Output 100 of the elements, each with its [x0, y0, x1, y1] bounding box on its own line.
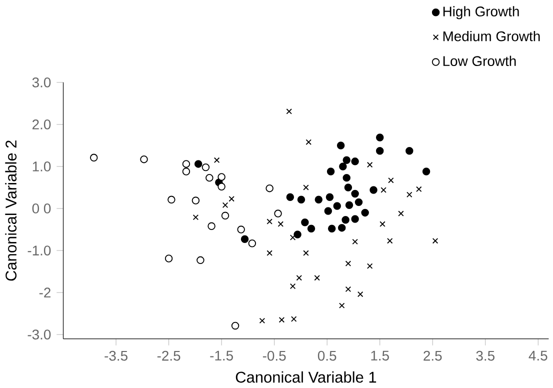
point	[345, 201, 354, 210]
point	[366, 162, 373, 168]
point	[345, 260, 352, 266]
point	[380, 187, 386, 193]
y-tick-label: -2	[39, 288, 50, 298]
point	[266, 250, 272, 256]
point	[182, 168, 190, 176]
point	[387, 238, 393, 244]
x-tick-label: 0.5	[318, 350, 336, 361]
point	[314, 275, 320, 281]
point	[286, 108, 292, 114]
point	[208, 222, 216, 230]
point	[202, 164, 210, 172]
point	[192, 196, 200, 204]
y-tick-label: -3.0	[28, 330, 51, 340]
point	[140, 156, 148, 164]
point	[90, 154, 98, 162]
x-tick-label: -1.5	[210, 350, 233, 361]
x-tick-label: -3.5	[104, 350, 128, 361]
point	[432, 238, 438, 244]
point	[192, 214, 199, 220]
point	[196, 256, 204, 264]
point	[342, 174, 350, 182]
point	[422, 168, 430, 176]
y-tick-label: 3.0	[32, 78, 51, 88]
point	[297, 196, 306, 204]
point	[228, 196, 234, 202]
point	[303, 250, 309, 256]
point	[222, 202, 228, 208]
x-tick-label: 1.5	[371, 350, 389, 361]
point	[306, 139, 312, 146]
x-tick-label: -0.5	[262, 350, 286, 361]
point	[221, 212, 230, 220]
point	[307, 224, 316, 233]
point	[274, 210, 282, 218]
point	[338, 224, 346, 232]
point	[182, 160, 190, 168]
point	[333, 202, 341, 210]
y-tick-label: 0 0	[32, 204, 51, 214]
point	[351, 158, 359, 166]
point	[338, 302, 345, 309]
point	[214, 157, 220, 164]
point	[345, 286, 352, 292]
point	[314, 196, 323, 204]
point	[398, 210, 404, 216]
point	[296, 275, 302, 281]
point	[354, 198, 363, 206]
point	[290, 234, 296, 240]
point	[406, 192, 412, 198]
point	[206, 174, 214, 182]
point	[357, 291, 364, 298]
point	[326, 193, 334, 202]
point	[376, 134, 384, 142]
y-tick-label: 2.0	[32, 120, 51, 130]
point	[168, 196, 176, 204]
point	[294, 230, 302, 238]
point	[240, 235, 249, 244]
point	[380, 221, 386, 227]
x-tick-label: 4.5	[528, 350, 548, 361]
y-tick-label: 1.0	[32, 162, 51, 172]
point	[351, 190, 359, 198]
legend-label: Medium Growth	[443, 31, 540, 42]
x-tick-label: -2.5	[157, 350, 180, 361]
x-tick-label: 3.5	[476, 350, 494, 361]
point	[164, 254, 173, 262]
point	[361, 208, 369, 217]
point	[351, 215, 359, 223]
x-tick-label: 2.5	[424, 350, 442, 361]
legend-label: High Growth	[443, 6, 519, 20]
legend-label: Low Growth	[443, 56, 516, 66]
point	[326, 168, 335, 176]
point	[416, 186, 422, 192]
point	[301, 218, 309, 226]
point	[344, 184, 352, 192]
point	[286, 193, 294, 202]
x-axis-title: Canonical Variable 1	[236, 371, 376, 383]
point	[231, 322, 240, 330]
point	[259, 318, 266, 324]
point	[339, 162, 347, 170]
point	[290, 316, 297, 322]
point	[248, 240, 256, 248]
point	[342, 216, 350, 224]
point	[237, 226, 245, 234]
point	[278, 221, 284, 227]
point	[406, 147, 414, 155]
point	[194, 160, 202, 168]
y-tick-label: -1.0	[28, 246, 51, 256]
point	[290, 283, 296, 290]
point	[266, 184, 274, 192]
point	[328, 224, 336, 233]
point	[218, 182, 226, 191]
point	[303, 184, 309, 190]
point	[278, 317, 285, 323]
point	[266, 218, 272, 224]
point	[352, 238, 358, 245]
point	[336, 142, 345, 150]
point	[370, 186, 378, 194]
point	[376, 147, 384, 155]
y-axis-title: Canonical Variable 2	[5, 140, 17, 281]
point	[388, 178, 394, 184]
